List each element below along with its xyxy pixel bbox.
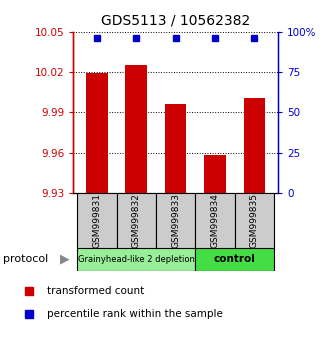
Text: Grainyhead-like 2 depletion: Grainyhead-like 2 depletion bbox=[78, 255, 195, 264]
Bar bbox=[204, 155, 226, 193]
Text: control: control bbox=[214, 254, 256, 264]
Bar bbox=[195, 193, 235, 248]
Bar bbox=[126, 65, 147, 193]
Text: GSM999831: GSM999831 bbox=[92, 193, 101, 248]
Bar bbox=[77, 193, 117, 248]
Text: GSM999835: GSM999835 bbox=[250, 193, 259, 248]
Text: GSM999832: GSM999832 bbox=[132, 193, 141, 248]
Text: protocol: protocol bbox=[3, 254, 49, 264]
Text: ▶: ▶ bbox=[60, 253, 70, 266]
Text: GSM999833: GSM999833 bbox=[171, 193, 180, 248]
Bar bbox=[165, 104, 186, 193]
Bar bbox=[195, 248, 274, 271]
Title: GDS5113 / 10562382: GDS5113 / 10562382 bbox=[101, 14, 250, 28]
Text: GSM999834: GSM999834 bbox=[210, 193, 219, 248]
Text: transformed count: transformed count bbox=[47, 286, 145, 296]
Bar bbox=[235, 193, 274, 248]
Text: percentile rank within the sample: percentile rank within the sample bbox=[47, 309, 223, 319]
Bar bbox=[86, 74, 108, 193]
Bar bbox=[244, 98, 265, 193]
Bar bbox=[117, 193, 156, 248]
Bar bbox=[156, 193, 195, 248]
Bar bbox=[77, 248, 195, 271]
